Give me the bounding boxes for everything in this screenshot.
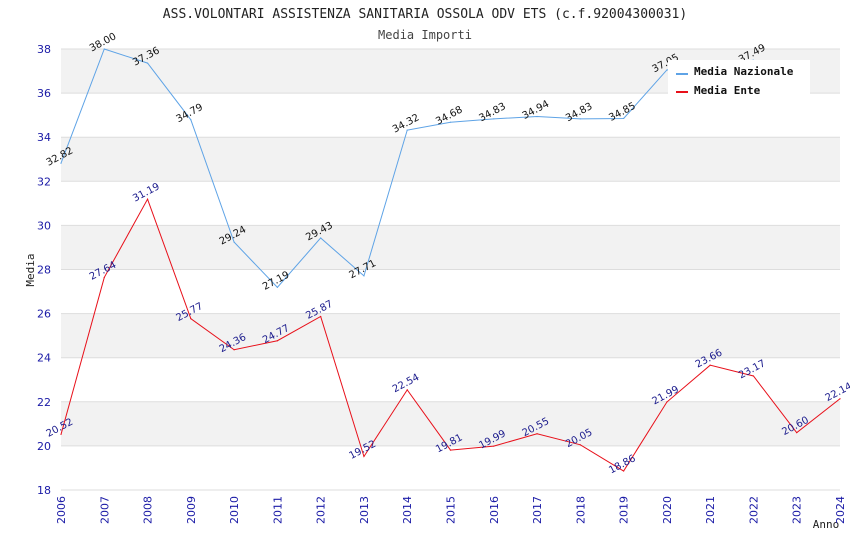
x-tick-label: 2022: [747, 496, 760, 524]
y-tick-label: 26: [37, 308, 51, 321]
data-point-media-nazionale: [320, 237, 322, 239]
x-axis-ticks: 2006 2007 2008 2009 2010 2011 2012 2013 2014 2015…: [55, 496, 847, 524]
legend-label-nazionale: Media Nazionale: [694, 65, 794, 78]
data-point-media-ente: [103, 276, 105, 279]
data-point-media-ente: [623, 470, 625, 472]
data-point-media-nazionale: [60, 162, 62, 164]
data-point-media-ente: [363, 455, 365, 458]
x-tick-label: 2014: [401, 496, 414, 524]
data-point-media-nazionale: [233, 241, 235, 243]
data-point-media-nazionale: [103, 48, 105, 50]
x-tick-label: 2023: [791, 496, 804, 524]
data-point-media-nazionale: [623, 117, 625, 120]
y-tick-label: 38: [37, 43, 51, 56]
y-tick-label: 34: [37, 131, 51, 144]
chart-subtitle: Media Importi: [378, 28, 472, 42]
x-tick-label: 2009: [185, 496, 198, 524]
data-point-media-ente: [752, 375, 755, 377]
data-point-media-nazionale: [666, 69, 668, 71]
data-point-media-ente: [449, 449, 452, 451]
x-tick-label: 2021: [704, 496, 717, 524]
data-point-media-ente: [276, 340, 278, 342]
grid-band: [61, 269, 840, 314]
data-point-media-ente: [796, 432, 798, 434]
grid-band: [61, 357, 840, 402]
data-point-media-nazionale: [406, 129, 408, 131]
data-point-media-ente: [709, 364, 711, 366]
x-tick-label: 2015: [445, 496, 458, 524]
x-tick-label: 2007: [98, 496, 111, 524]
x-tick-label: 2006: [55, 496, 68, 524]
data-point-media-ente: [146, 198, 149, 200]
chart-title: ASS.VOLONTARI ASSISTENZA SANITARIA OSSOL…: [163, 7, 687, 22]
data-point-media-ente: [60, 433, 62, 436]
data-point-media-ente: [536, 433, 538, 435]
data-point-media-ente: [233, 349, 235, 351]
grid-band: [61, 225, 840, 270]
x-tick-label: 2008: [142, 496, 155, 524]
data-point-media-nazionale: [276, 286, 278, 288]
x-tick-label: 2016: [488, 496, 501, 524]
grid-band: [61, 137, 840, 182]
x-axis-label: Anno: [813, 518, 840, 531]
grid-band: [61, 401, 840, 446]
data-point-media-ente: [190, 318, 192, 320]
x-tick-label: 2012: [315, 496, 328, 524]
x-tick-label: 2017: [531, 496, 544, 524]
y-tick-label: 30: [37, 219, 51, 232]
data-point-media-ente: [839, 398, 841, 400]
y-axis-ticks: 18 20 22 24 26 28 30 32 34 36 38: [37, 43, 51, 497]
x-tick-label: 2011: [271, 496, 284, 524]
y-tick-label: 22: [37, 396, 51, 409]
grid-bands: [61, 49, 840, 490]
legend: Media Nazionale Media Ente: [668, 60, 810, 97]
y-tick-label: 20: [37, 440, 51, 453]
grid-band: [61, 445, 840, 490]
x-tick-label: 2018: [574, 496, 587, 524]
y-axis-label: Media: [24, 253, 37, 286]
data-point-media-ente: [320, 315, 322, 318]
data-point-media-ente: [493, 445, 495, 447]
data-point-media-ente: [406, 389, 408, 391]
data-point-media-nazionale: [579, 118, 581, 120]
data-point-media-ente: [666, 401, 668, 403]
legend-label-ente: Media Ente: [694, 84, 761, 97]
grid-band: [61, 181, 840, 226]
data-point-media-nazionale: [146, 62, 149, 64]
y-tick-label: 32: [37, 175, 51, 188]
series-lines: [60, 48, 841, 472]
y-tick-label: 36: [37, 87, 51, 100]
legend-box: [668, 60, 810, 96]
gridlines: [61, 48, 840, 491]
y-tick-label: 18: [37, 484, 51, 497]
data-point-media-nazionale: [536, 115, 538, 118]
data-point-media-nazionale: [363, 275, 365, 277]
y-tick-label: 28: [37, 264, 51, 277]
x-tick-label: 2013: [358, 496, 371, 524]
x-tick-label: 2019: [618, 496, 631, 524]
data-point-media-ente: [579, 444, 581, 446]
grid-band: [61, 93, 840, 138]
data-point-media-nazionale: [190, 119, 192, 121]
grid-band: [61, 313, 840, 358]
x-tick-label: 2010: [228, 496, 241, 524]
x-tick-label: 2024: [834, 496, 847, 524]
y-tick-label: 24: [37, 352, 51, 365]
data-point-media-nazionale: [493, 118, 495, 120]
x-tick-label: 2020: [661, 496, 674, 524]
data-point-media-nazionale: [449, 121, 452, 123]
